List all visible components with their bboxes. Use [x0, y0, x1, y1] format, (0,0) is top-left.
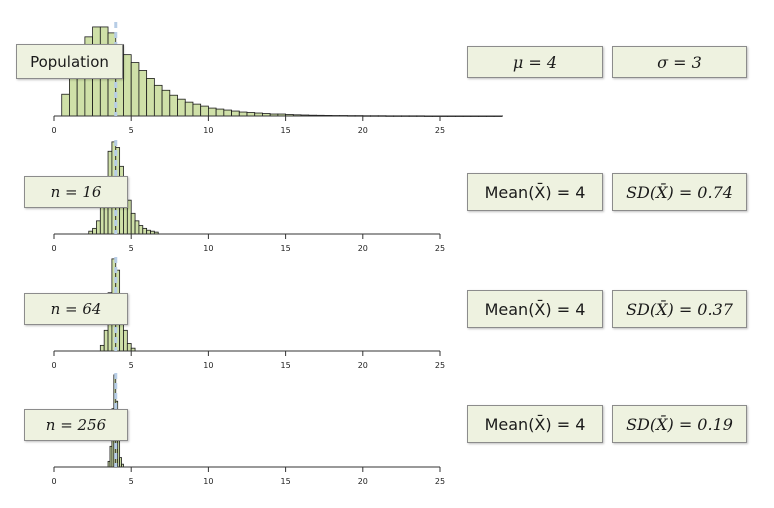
histogram-bar: [138, 70, 148, 117]
x-tick-label: 5: [129, 361, 134, 370]
sample-label: n = 256: [45, 416, 107, 434]
x-tick-label: 15: [281, 361, 291, 370]
x-tick-label: 15: [281, 244, 291, 253]
sample-label: n = 64: [50, 300, 102, 318]
sample-mean-value: Mean(X̄) = 4: [484, 299, 586, 319]
x-tick-label: 10: [203, 244, 213, 253]
histogram-bar: [123, 54, 132, 117]
histogram-bar: [215, 108, 225, 117]
population-label-box: Population: [16, 44, 123, 79]
histogram-bar: [238, 111, 248, 117]
histogram-bar: [207, 107, 217, 117]
x-tick-label: 0: [51, 244, 56, 253]
sample-label: n = 16: [50, 183, 102, 201]
mu-box: μ = 4: [467, 46, 603, 78]
histogram-bar: [200, 105, 209, 117]
histogram-bar: [146, 229, 151, 235]
x-tick-label: 15: [281, 477, 291, 486]
x-tick-label: 25: [435, 361, 445, 370]
x-tick-label: 0: [51, 126, 56, 135]
x-tick-label: 20: [358, 244, 368, 253]
histogram-bar: [96, 220, 101, 235]
histogram-bar: [61, 93, 70, 117]
histogram-bar: [153, 84, 163, 117]
histogram-bar: [92, 227, 97, 235]
x-tick-label: 0: [51, 361, 56, 370]
sd-box-n64: SD(X̄) = 0.37: [612, 290, 747, 328]
sample-sd-value: SD(X̄) = 0.37: [626, 299, 733, 319]
histogram-bar: [192, 103, 202, 117]
x-tick-label: 20: [358, 361, 368, 370]
mean-box-n16: Mean(X̄) = 4: [467, 173, 603, 211]
x-tick-label: 15: [281, 126, 291, 135]
histogram-bar: [123, 329, 128, 352]
x-tick-label: 5: [129, 244, 134, 253]
mean-box-n256: Mean(X̄) = 4: [467, 405, 603, 443]
sigma-box: σ = 3: [612, 46, 747, 78]
histogram-bar: [177, 98, 186, 117]
x-tick-label: 10: [203, 126, 213, 135]
histogram-bar: [184, 101, 194, 117]
sample-sd-value: SD(X̄) = 0.74: [626, 182, 733, 202]
sigma-value: σ = 3: [657, 52, 702, 72]
x-tick-label: 0: [51, 477, 56, 486]
x-tick-label: 25: [435, 477, 445, 486]
histogram-bar: [134, 220, 140, 235]
histogram-bar: [223, 109, 232, 117]
histogram-bar: [146, 78, 155, 117]
x-tick-label: 20: [358, 126, 368, 135]
histogram-bar: [130, 212, 136, 235]
histogram-bar: [99, 344, 105, 352]
histogram-bar: [103, 329, 109, 352]
x-tick-label: 10: [203, 361, 213, 370]
sd-box-n256: SD(X̄) = 0.19: [612, 405, 747, 443]
histogram-bar: [231, 110, 240, 117]
sample-sd-value: SD(X̄) = 0.19: [626, 414, 733, 434]
sample-label-box-n16: n = 16: [24, 176, 128, 208]
mu-value: μ = 4: [512, 52, 558, 72]
histogram-bar: [126, 343, 132, 352]
histogram-bar: [69, 76, 78, 117]
sample-mean-value: Mean(X̄) = 4: [484, 182, 586, 202]
histogram-bar: [99, 205, 105, 235]
histogram-bar: [138, 225, 144, 235]
sample-label-box-n256: n = 256: [24, 409, 128, 441]
x-tick-label: 25: [435, 126, 445, 135]
sd-box-n16: SD(X̄) = 0.74: [612, 173, 747, 211]
x-tick-label: 5: [129, 126, 134, 135]
x-tick-label: 10: [203, 477, 213, 486]
histogram-bar: [169, 94, 178, 117]
x-tick-label: 20: [358, 477, 368, 486]
histogram-bar: [142, 227, 148, 235]
mean-box-n64: Mean(X̄) = 4: [467, 290, 603, 328]
x-tick-label: 5: [129, 477, 134, 486]
sample-mean-value: Mean(X̄) = 4: [484, 414, 586, 434]
histogram-bar: [130, 62, 140, 117]
population-label: Population: [30, 52, 109, 71]
histogram-bar: [246, 112, 256, 117]
x-tick-label: 25: [435, 244, 445, 253]
histogram-bar: [161, 89, 171, 117]
sample-label-box-n64: n = 64: [24, 293, 128, 325]
